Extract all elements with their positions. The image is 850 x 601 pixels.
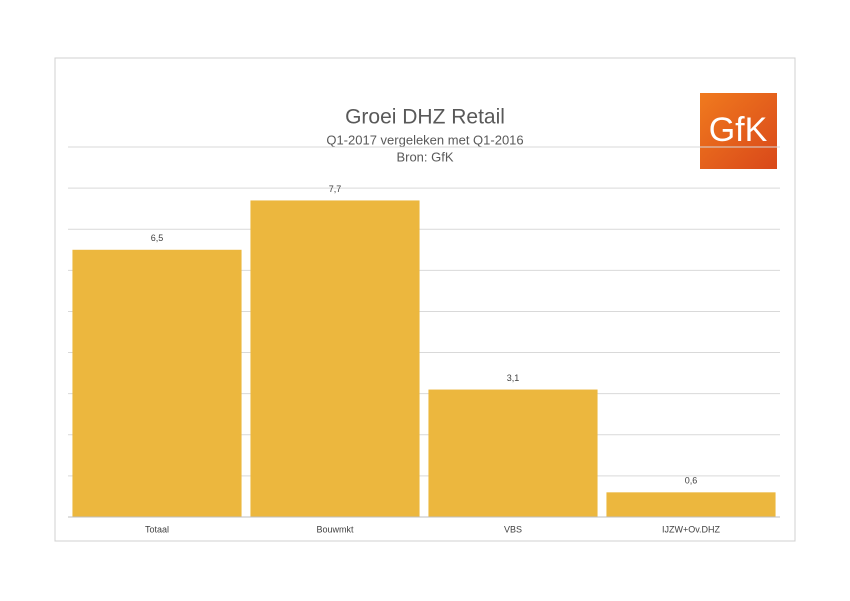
x-tick-label: VBS [504,524,522,534]
value-label: 0,6 [685,476,698,486]
logo-box [700,93,777,169]
chart-subtitle: Q1-2017 vergeleken met Q1-2016 [326,132,523,147]
chart-title: Groei DHZ Retail [345,106,505,129]
x-tick-label: Totaal [145,524,169,534]
value-label: 6,5 [151,233,164,243]
chart-source: Bron: GfK [396,149,453,164]
bar [72,249,242,517]
logo: GfK [709,111,768,149]
value-label: 7,7 [329,184,342,194]
bar [250,200,420,517]
bar [428,389,598,517]
x-tick-label: IJZW+Ov.DHZ [662,524,721,534]
bar [606,492,776,517]
x-tick-label: Bouwmkt [316,524,354,534]
value-label: 3,1 [507,373,520,383]
